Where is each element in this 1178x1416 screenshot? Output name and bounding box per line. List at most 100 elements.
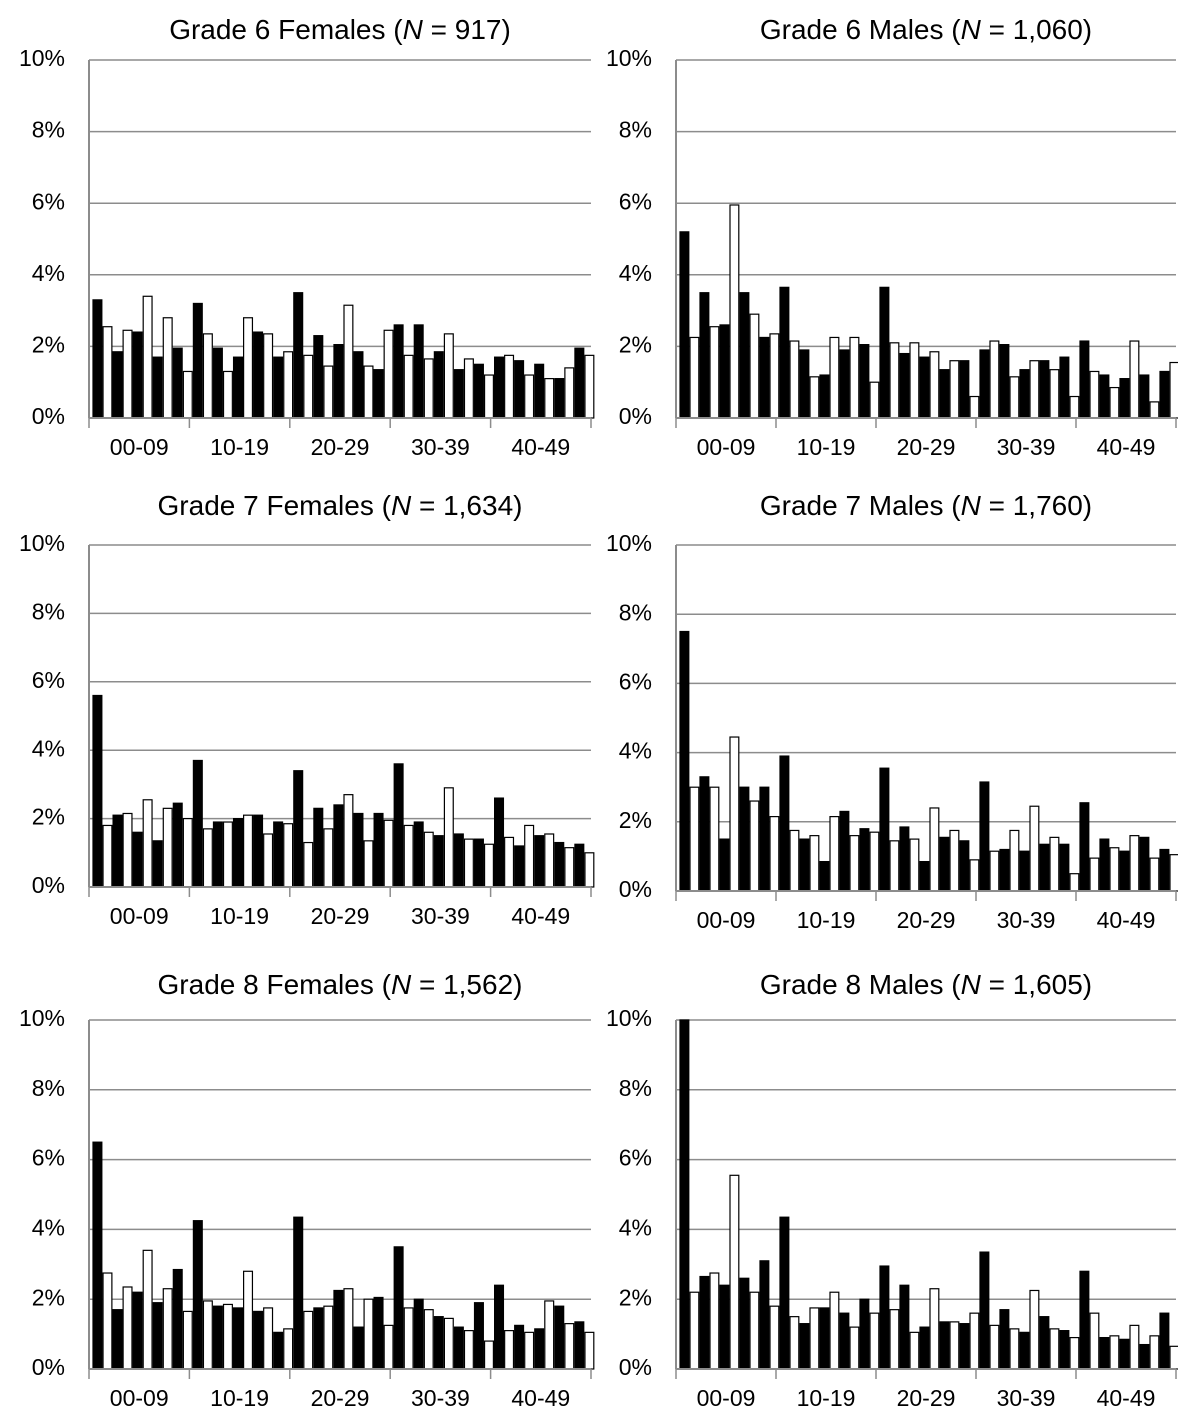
bar bbox=[869, 831, 880, 892]
bar bbox=[1149, 857, 1160, 892]
bar bbox=[959, 1323, 970, 1370]
bar bbox=[494, 356, 505, 419]
bar bbox=[494, 1284, 505, 1370]
bar bbox=[122, 812, 133, 888]
title-part: Grade 8 Females ( bbox=[158, 969, 392, 1000]
bar bbox=[564, 847, 575, 888]
bar bbox=[889, 840, 900, 892]
y-tick-label: 4% bbox=[619, 738, 652, 764]
x-tick-label: 00-09 bbox=[110, 903, 169, 929]
bar bbox=[584, 354, 595, 419]
x-tick-label: 20-29 bbox=[311, 434, 370, 460]
bar bbox=[243, 1270, 254, 1370]
bar bbox=[413, 821, 424, 888]
chart-title: Grade 6 Females (N = 917) bbox=[169, 14, 511, 45]
bar bbox=[939, 836, 950, 892]
bar bbox=[729, 736, 740, 892]
y-tick-label: 0% bbox=[32, 872, 65, 898]
bar bbox=[959, 840, 970, 892]
bar bbox=[544, 1300, 555, 1370]
bar bbox=[1169, 361, 1178, 419]
panel: Grade 6 Females (N = 917) 0% 2% 4% 6% 8% 10% 00… bbox=[19, 14, 595, 460]
bar bbox=[949, 360, 960, 419]
bar bbox=[524, 1331, 535, 1370]
bar bbox=[929, 1288, 940, 1370]
bar bbox=[879, 1265, 890, 1370]
x-tick-label: 20-29 bbox=[311, 1385, 370, 1411]
y-tick-label: 10% bbox=[606, 530, 652, 556]
panel: Grade 6 Males (N = 1,060) 0% 2% 4% 6% 8% 10% 00… bbox=[606, 14, 1178, 460]
bar bbox=[92, 1141, 103, 1370]
x-tick-label: 20-29 bbox=[897, 434, 956, 460]
title-part: = 1,060) bbox=[981, 14, 1092, 45]
bar bbox=[212, 347, 223, 419]
bar bbox=[869, 381, 880, 419]
bar bbox=[779, 286, 790, 419]
y-tick-label: 10% bbox=[19, 1005, 65, 1031]
bar bbox=[162, 807, 173, 888]
y-tick-label: 6% bbox=[619, 668, 652, 694]
bar bbox=[534, 1328, 545, 1370]
y-tick-label: 0% bbox=[619, 1354, 652, 1380]
bar bbox=[839, 1312, 850, 1370]
bar bbox=[383, 1324, 394, 1370]
chart-title: Grade 8 Females (N = 1,562) bbox=[158, 969, 523, 1000]
bar bbox=[162, 317, 173, 419]
bar bbox=[1029, 805, 1040, 892]
bar bbox=[829, 336, 840, 419]
bar bbox=[799, 349, 810, 419]
bar bbox=[443, 1317, 454, 1370]
bar bbox=[1109, 1335, 1120, 1370]
y-tick-label: 8% bbox=[32, 598, 65, 624]
bar bbox=[1029, 1289, 1040, 1370]
bar bbox=[323, 828, 334, 888]
y-tick-label: 2% bbox=[619, 1284, 652, 1310]
bar bbox=[413, 324, 424, 419]
bar bbox=[182, 817, 193, 888]
bar bbox=[112, 1309, 123, 1370]
bar bbox=[829, 1291, 840, 1370]
x-tick-label: 10-19 bbox=[797, 434, 856, 460]
title-part: Grade 7 Males ( bbox=[760, 490, 961, 521]
bar bbox=[779, 755, 790, 892]
title-part: Grade 8 Males ( bbox=[760, 969, 961, 1000]
bar bbox=[323, 365, 334, 419]
bar bbox=[959, 360, 970, 419]
y-tick-label: 0% bbox=[32, 1354, 65, 1380]
bar bbox=[969, 859, 980, 892]
bar bbox=[524, 824, 535, 888]
bar bbox=[172, 1268, 183, 1370]
bar bbox=[1009, 1328, 1020, 1370]
bar bbox=[999, 344, 1010, 419]
bar bbox=[222, 370, 233, 419]
bar bbox=[333, 804, 344, 888]
x-tick-label: 10-19 bbox=[797, 907, 856, 933]
bar bbox=[514, 1324, 525, 1370]
title-part: Grade 6 Males ( bbox=[760, 14, 961, 45]
y-tick-label: 4% bbox=[32, 735, 65, 761]
bar bbox=[819, 860, 830, 892]
x-tick-label: 30-39 bbox=[411, 903, 470, 929]
bar bbox=[979, 781, 990, 892]
bar bbox=[443, 333, 454, 419]
bar bbox=[759, 336, 770, 419]
y-tick-label: 8% bbox=[32, 117, 65, 143]
bar bbox=[899, 826, 910, 892]
bar bbox=[483, 1340, 494, 1370]
y-tick-label: 6% bbox=[32, 188, 65, 214]
bar bbox=[769, 333, 780, 419]
bar bbox=[899, 352, 910, 419]
bar bbox=[333, 344, 344, 419]
bar bbox=[293, 1216, 304, 1370]
bar bbox=[232, 356, 243, 419]
bar bbox=[152, 840, 163, 888]
bar bbox=[1119, 1338, 1130, 1370]
x-tick-label: 40-49 bbox=[1097, 907, 1156, 933]
bar bbox=[483, 843, 494, 888]
bar bbox=[333, 1289, 344, 1370]
panel: Grade 7 Females (N = 1,634) 0% 2% 4% 6% 8% 10%… bbox=[19, 490, 595, 929]
bar bbox=[729, 204, 740, 419]
title-part: N bbox=[961, 14, 982, 45]
bar bbox=[463, 838, 474, 888]
bar bbox=[263, 833, 274, 888]
